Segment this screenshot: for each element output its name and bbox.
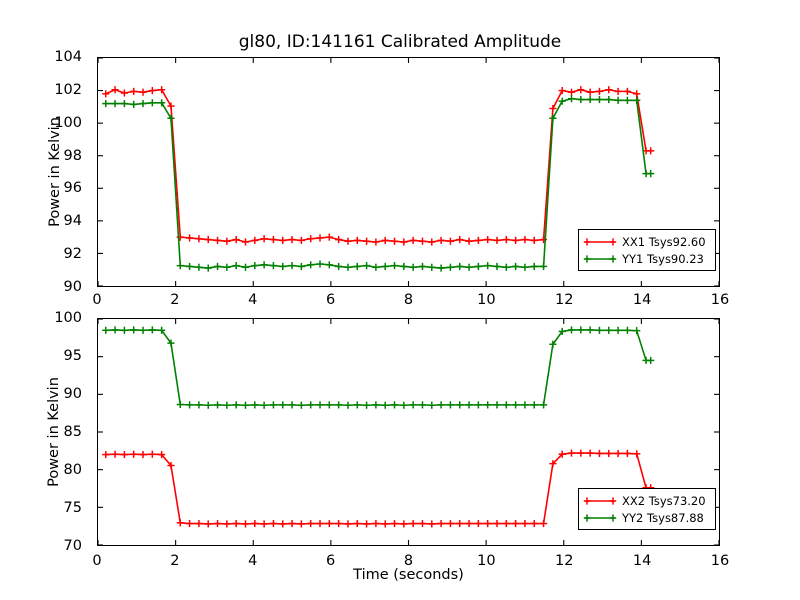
y-tick-label: 80 <box>63 462 82 478</box>
legend-item-label: XX2 Tsys73.20 <box>622 493 706 508</box>
x-tick-label: 12 <box>555 292 574 308</box>
x-tick-label: 10 <box>477 292 496 308</box>
y-tick-label: 90 <box>63 386 82 402</box>
legend-line-sample-icon <box>583 512 617 524</box>
y-tick-label: 96 <box>63 180 82 197</box>
x-tick-label: 0 <box>92 553 102 569</box>
y-axis-label-top: Power in Kelvin <box>47 117 63 227</box>
x-tick-label: 0 <box>92 292 102 308</box>
y-tick-label: 104 <box>54 49 82 65</box>
y-axis-label-bottom: Power in Kelvin <box>46 377 62 487</box>
x-tick-label: 12 <box>555 553 574 569</box>
x-tick-label: 8 <box>403 553 414 569</box>
x-axis-ticks-top: 0 2 4 6 8 10 12 14 16 <box>92 290 729 312</box>
x-tick-label: 10 <box>477 553 496 569</box>
y-tick-label: 90 <box>63 279 82 295</box>
x-tick-label: 16 <box>710 553 730 569</box>
page-title: gl80, ID:141161 Calibrated Amplitude <box>238 32 562 52</box>
series-line <box>102 95 655 272</box>
x-tick-label: 14 <box>632 292 652 308</box>
series-line <box>102 86 655 246</box>
y-tick-label: 94 <box>63 213 82 230</box>
y-tick-label: 100 <box>54 114 82 131</box>
series-line <box>102 449 655 528</box>
plot-area-bottom[interactable]: XX2 Tsys73.20 YY2 Tsys87.88 <box>97 318 720 546</box>
y-tick-label: 100 <box>54 310 82 326</box>
x-tick-label: 16 <box>710 292 730 308</box>
x-axis-ticks-bottom: 0 2 4 6 8 10 12 14 16 <box>92 551 729 573</box>
x-axis-label-bottom: Time (seconds) <box>353 567 464 583</box>
y-tick-label: 75 <box>63 500 82 516</box>
y-axis-ticks-top: 90 92 94 96 98 100 102 104 <box>0 49 88 295</box>
legend-item[interactable]: XX2 Tsys73.20 <box>583 492 710 509</box>
x-tick-label: 4 <box>248 292 258 308</box>
x-tick-label: 2 <box>170 553 180 569</box>
legend-top[interactable]: XX1 Tsys92.60 YY1 Tsys90.23 <box>578 229 716 271</box>
legend-item-label: XX1 Tsys92.60 <box>622 234 706 249</box>
y-tick-label: 92 <box>63 246 82 263</box>
x-tick-label: 14 <box>632 553 652 569</box>
x-tick-label: 2 <box>170 292 180 308</box>
plot-svg-top <box>98 58 719 286</box>
legend-item-label: YY1 Tsys90.23 <box>622 251 704 266</box>
legend-item-label: YY2 Tsys87.88 <box>622 510 704 525</box>
x-tick-label: 8 <box>403 292 414 308</box>
y-tick-label: 70 <box>63 538 82 554</box>
plot-svg-bottom <box>98 319 719 545</box>
legend-item[interactable]: YY2 Tsys87.88 <box>583 509 710 526</box>
y-tick-label: 95 <box>63 348 82 364</box>
legend-item[interactable]: YY1 Tsys90.23 <box>583 250 710 267</box>
legend-item[interactable]: XX1 Tsys92.60 <box>583 233 710 250</box>
plot-area-top[interactable]: XX1 Tsys92.60 YY1 Tsys90.23 <box>97 57 720 287</box>
legend-bottom[interactable]: XX2 Tsys73.20 YY2 Tsys87.88 <box>578 488 716 530</box>
series-line <box>102 326 655 409</box>
y-axis-ticks-bottom: 70 75 80 85 90 95 100 <box>0 310 88 554</box>
x-tick-label: 6 <box>326 553 336 569</box>
y-tick-label: 85 <box>63 424 82 440</box>
y-tick-label: 98 <box>63 147 82 164</box>
legend-line-sample-icon <box>583 236 617 248</box>
legend-line-sample-icon <box>583 495 617 507</box>
y-tick-label: 102 <box>54 81 82 98</box>
x-tick-label: 6 <box>326 292 336 308</box>
legend-line-sample-icon <box>583 253 617 265</box>
x-tick-label: 4 <box>248 553 258 569</box>
